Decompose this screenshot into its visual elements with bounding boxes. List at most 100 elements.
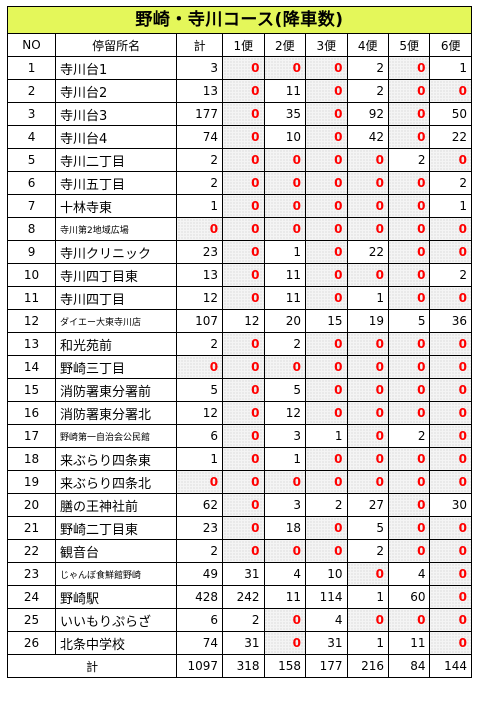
table-row: 23 じゃんぼ食鮮館野崎 49 31 4 10 0 4 0 — [6, 562, 472, 586]
trip-count-2: 11 — [263, 585, 307, 609]
trip-count-1: 12 — [222, 309, 265, 333]
trip-count-5: 0 — [387, 332, 431, 356]
trip-count-1: 0 — [222, 516, 265, 540]
report-title: 野崎・寺川コース(降車数) — [7, 6, 472, 33]
trip-count-6: 0 — [429, 470, 472, 494]
trip-count-5: 0 — [387, 447, 431, 471]
stop-name: 膳の王神社前 — [55, 493, 178, 517]
trip-count-1: 31 — [222, 631, 265, 655]
trip-count-1: 0 — [222, 447, 265, 471]
row-number: 13 — [6, 332, 57, 356]
row-number: 15 — [6, 378, 57, 402]
trip-count-4: 1 — [346, 286, 389, 310]
trip-count-6: 36 — [429, 309, 472, 333]
trip-count-5: 0 — [387, 263, 431, 287]
table-row: 8 寺川第2地域広場 0 0 0 0 0 0 0 — [6, 217, 472, 241]
table-row: 26 北条中学校 74 31 0 31 1 11 0 — [6, 631, 472, 655]
row-total: 12 — [176, 401, 224, 425]
trip-total-6: 144 — [429, 654, 472, 678]
boarding-table: NO 停留所名 計 1便 2便 3便 4便 5便 6便 1 寺川台1 3 0 0 0 2 0 1… — [6, 33, 472, 678]
trip-count-6: 0 — [429, 447, 472, 471]
table-row: 24 野崎駅 428 242 11 114 1 60 0 — [6, 585, 472, 609]
trip-count-3: 1 — [305, 424, 348, 448]
trip-count-1: 0 — [222, 470, 265, 494]
stop-name: 来ぶらり四条北 — [55, 470, 178, 494]
trip-count-2: 4 — [263, 562, 307, 586]
trip-count-2: 0 — [263, 171, 307, 195]
trip-count-4: 0 — [346, 447, 389, 471]
table-row: 3 寺川台3 177 0 35 0 92 0 50 — [6, 102, 472, 126]
row-number: 17 — [6, 424, 57, 448]
row-total: 62 — [176, 493, 224, 517]
table-row: 16 消防署東分署北 12 0 12 0 0 0 0 — [6, 401, 472, 425]
table-row: 13 和光苑前 2 0 2 0 0 0 0 — [6, 332, 472, 356]
row-total: 2 — [176, 148, 224, 172]
trip-count-1: 31 — [222, 562, 265, 586]
trip-count-6: 1 — [429, 56, 472, 80]
trip-count-6: 0 — [429, 355, 472, 379]
trip-count-5: 0 — [387, 194, 431, 218]
trip-count-4: 0 — [346, 608, 389, 632]
trip-count-5: 0 — [387, 470, 431, 494]
row-number: 26 — [6, 631, 57, 655]
table-row: 10 寺川四丁目東 13 0 11 0 0 0 2 — [6, 263, 472, 287]
trip-count-4: 22 — [346, 240, 389, 264]
header-trip-4: 4便 — [346, 33, 389, 57]
trip-count-5: 0 — [387, 125, 431, 149]
trip-count-6: 30 — [429, 493, 472, 517]
trip-count-3: 31 — [305, 631, 348, 655]
row-number: 8 — [6, 217, 57, 241]
stop-name: 北条中学校 — [55, 631, 178, 655]
trip-count-5: 0 — [387, 401, 431, 425]
trip-count-4: 0 — [346, 263, 389, 287]
trip-count-6: 0 — [429, 424, 472, 448]
trip-count-3: 0 — [305, 56, 348, 80]
row-total: 1 — [176, 447, 224, 471]
trip-count-6: 2 — [429, 263, 472, 287]
trip-count-2: 1 — [263, 447, 307, 471]
trip-count-6: 0 — [429, 631, 472, 655]
trip-count-3: 0 — [305, 332, 348, 356]
header-trip-6: 6便 — [429, 33, 472, 57]
trip-count-6: 0 — [429, 516, 472, 540]
trip-count-2: 0 — [263, 148, 307, 172]
trip-count-6: 0 — [429, 79, 472, 103]
trip-count-1: 0 — [222, 217, 265, 241]
trip-total-5: 84 — [387, 654, 431, 678]
trip-count-1: 2 — [222, 608, 265, 632]
row-number: 7 — [6, 194, 57, 218]
trip-count-5: 0 — [387, 102, 431, 126]
trip-count-2: 0 — [263, 217, 307, 241]
stop-name: 寺川台2 — [55, 79, 178, 103]
trip-count-3: 0 — [305, 263, 348, 287]
trip-count-6: 0 — [429, 378, 472, 402]
table-row: 12 ダイエー大東寺川店 107 12 20 15 19 5 36 — [6, 309, 472, 333]
trip-count-6: 0 — [429, 401, 472, 425]
table-row: 19 来ぶらり四条北 0 0 0 0 0 0 0 — [6, 470, 472, 494]
trip-count-3: 0 — [305, 401, 348, 425]
row-total: 1 — [176, 194, 224, 218]
trip-count-3: 0 — [305, 79, 348, 103]
stop-name: 寺川台3 — [55, 102, 178, 126]
trip-count-1: 0 — [222, 148, 265, 172]
table-row: 17 野崎第一自治会公民館 6 0 3 1 0 2 0 — [6, 424, 472, 448]
table-row: 11 寺川四丁目 12 0 11 0 1 0 0 — [6, 286, 472, 310]
trip-count-2: 0 — [263, 56, 307, 80]
trip-count-3: 0 — [305, 125, 348, 149]
trip-count-1: 242 — [222, 585, 265, 609]
trip-count-3: 114 — [305, 585, 348, 609]
trip-count-6: 0 — [429, 148, 472, 172]
stop-name: 野崎二丁目東 — [55, 516, 178, 540]
trip-count-5: 0 — [387, 240, 431, 264]
total-label: 計 — [6, 654, 178, 678]
trip-count-6: 0 — [429, 332, 472, 356]
trip-count-1: 0 — [222, 493, 265, 517]
trip-count-2: 1 — [263, 240, 307, 264]
table-row: 5 寺川二丁目 2 0 0 0 0 2 0 — [6, 148, 472, 172]
trip-count-2: 0 — [263, 194, 307, 218]
table-row: 7 十林寺東 1 0 0 0 0 0 1 — [6, 194, 472, 218]
trip-count-6: 0 — [429, 240, 472, 264]
trip-count-3: 0 — [305, 286, 348, 310]
trip-count-1: 0 — [222, 171, 265, 195]
trip-count-2: 0 — [263, 355, 307, 379]
